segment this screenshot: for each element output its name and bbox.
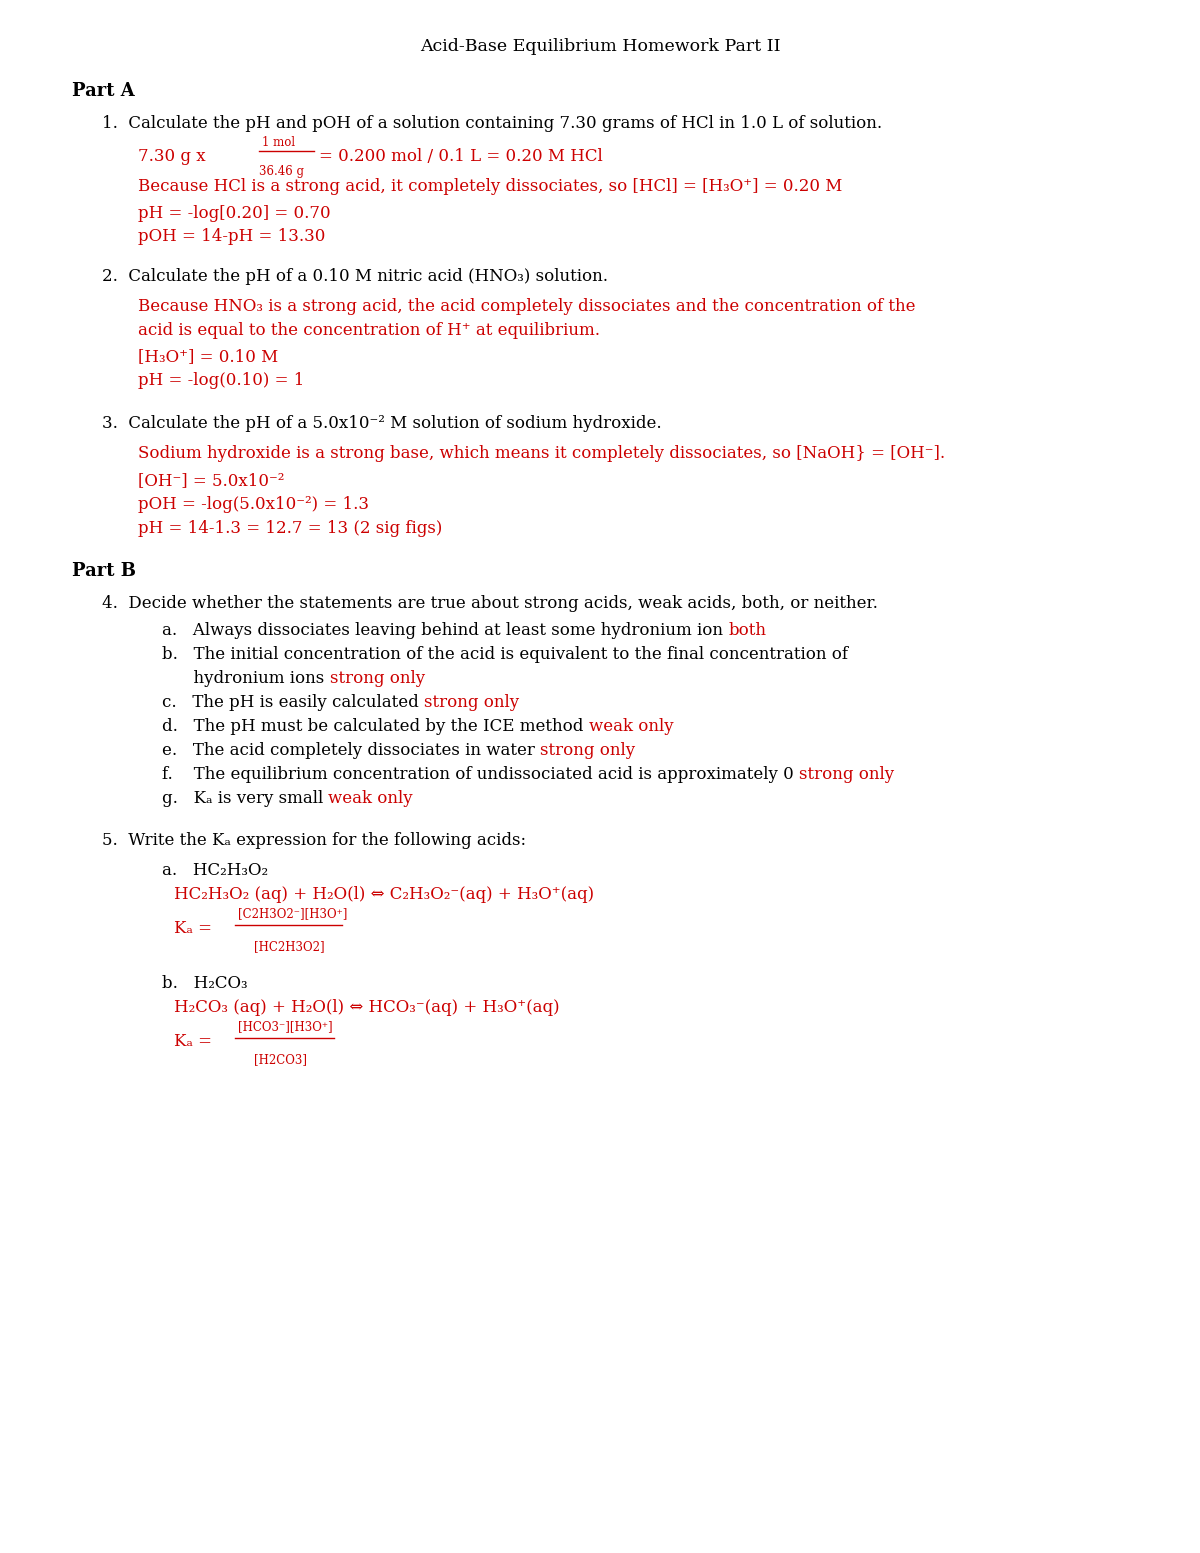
Text: Part A: Part A [72,82,134,99]
Text: [HC2H3O2]: [HC2H3O2] [254,940,325,954]
Text: a.   HC₂H₃O₂: a. HC₂H₃O₂ [162,862,268,879]
Text: acid is equal to the concentration of H⁺ at equilibrium.: acid is equal to the concentration of H⁺… [138,321,600,339]
Text: b.   The initial concentration of the acid is equivalent to the final concentrat: b. The initial concentration of the acid… [162,646,848,663]
Text: strong only: strong only [424,694,520,711]
Text: hydronium ions: hydronium ions [162,669,330,686]
Text: pH = -log(0.10) = 1: pH = -log(0.10) = 1 [138,373,305,388]
Text: [C2H3O2⁻][H3O⁺]: [C2H3O2⁻][H3O⁺] [238,907,347,921]
Text: Because HNO₃ is a strong acid, the acid completely dissociates and the concentra: Because HNO₃ is a strong acid, the acid … [138,298,916,315]
Text: both: both [728,623,767,638]
Text: [H₃O⁺] = 0.10 M: [H₃O⁺] = 0.10 M [138,348,278,365]
Text: 1 mol: 1 mol [262,135,295,149]
Text: Kₐ =: Kₐ = [174,1033,217,1050]
Text: Because HCl is a strong acid, it completely dissociates, so [HCl] = [H₃O⁺] = 0.2: Because HCl is a strong acid, it complet… [138,179,842,196]
Text: Sodium hydroxide is a strong base, which means it completely dissociates, so [Na: Sodium hydroxide is a strong base, which… [138,446,946,461]
Text: 7.30 g x: 7.30 g x [138,148,205,165]
Text: strong only: strong only [330,669,425,686]
Text: = 0.200 mol / 0.1 L = 0.20 M HCl: = 0.200 mol / 0.1 L = 0.20 M HCl [319,148,602,165]
Text: weak only: weak only [589,717,673,735]
Text: Kₐ =: Kₐ = [174,919,217,936]
Text: 2.  Calculate the pH of a 0.10 M nitric acid (HNO₃) solution.: 2. Calculate the pH of a 0.10 M nitric a… [102,269,608,286]
Text: pOH = -log(5.0x10⁻²) = 1.3: pOH = -log(5.0x10⁻²) = 1.3 [138,495,370,512]
Text: e.   The acid completely dissociates in water: e. The acid completely dissociates in wa… [162,742,540,759]
Text: b.   H₂CO₃: b. H₂CO₃ [162,975,247,992]
Text: g.   Kₐ is very small: g. Kₐ is very small [162,790,329,808]
Text: 3.  Calculate the pH of a 5.0x10⁻² M solution of sodium hydroxide.: 3. Calculate the pH of a 5.0x10⁻² M solu… [102,415,661,432]
Text: pOH = 14-pH = 13.30: pOH = 14-pH = 13.30 [138,228,325,245]
Text: c.   The pH is easily calculated: c. The pH is easily calculated [162,694,424,711]
Text: [H2CO3]: [H2CO3] [254,1053,307,1067]
Text: 4.  Decide whether the statements are true about strong acids, weak acids, both,: 4. Decide whether the statements are tru… [102,595,878,612]
Text: Acid-Base Equilibrium Homework Part II: Acid-Base Equilibrium Homework Part II [420,37,780,54]
Text: strong only: strong only [540,742,635,759]
Text: HC₂H₃O₂ (aq) + H₂O(l) ⇔ C₂H₃O₂⁻(aq) + H₃O⁺(aq): HC₂H₃O₂ (aq) + H₂O(l) ⇔ C₂H₃O₂⁻(aq) + H₃… [174,887,594,902]
Text: pH = 14-1.3 = 12.7 = 13 (2 sig figs): pH = 14-1.3 = 12.7 = 13 (2 sig figs) [138,520,443,537]
Text: f.    The equilibrium concentration of undissociated acid is approximately 0: f. The equilibrium concentration of undi… [162,766,799,783]
Text: 1.  Calculate the pH and pOH of a solution containing 7.30 grams of HCl in 1.0 L: 1. Calculate the pH and pOH of a solutio… [102,115,882,132]
Text: [HCO3⁻][H3O⁺]: [HCO3⁻][H3O⁺] [238,1020,332,1034]
Text: 5.  Write the Kₐ expression for the following acids:: 5. Write the Kₐ expression for the follo… [102,832,526,849]
Text: strong only: strong only [799,766,894,783]
Text: pH = -log[0.20] = 0.70: pH = -log[0.20] = 0.70 [138,205,331,222]
Text: weak only: weak only [329,790,413,808]
Text: H₂CO₃ (aq) + H₂O(l) ⇔ HCO₃⁻(aq) + H₃O⁺(aq): H₂CO₃ (aq) + H₂O(l) ⇔ HCO₃⁻(aq) + H₃O⁺(a… [174,999,559,1016]
Text: [OH⁻] = 5.0x10⁻²: [OH⁻] = 5.0x10⁻² [138,472,284,489]
Text: a.   Always dissociates leaving behind at least some hydronium ion: a. Always dissociates leaving behind at … [162,623,728,638]
Text: d.   The pH must be calculated by the ICE method: d. The pH must be calculated by the ICE … [162,717,589,735]
Text: 36.46 g: 36.46 g [259,165,305,179]
Text: Part B: Part B [72,562,136,579]
